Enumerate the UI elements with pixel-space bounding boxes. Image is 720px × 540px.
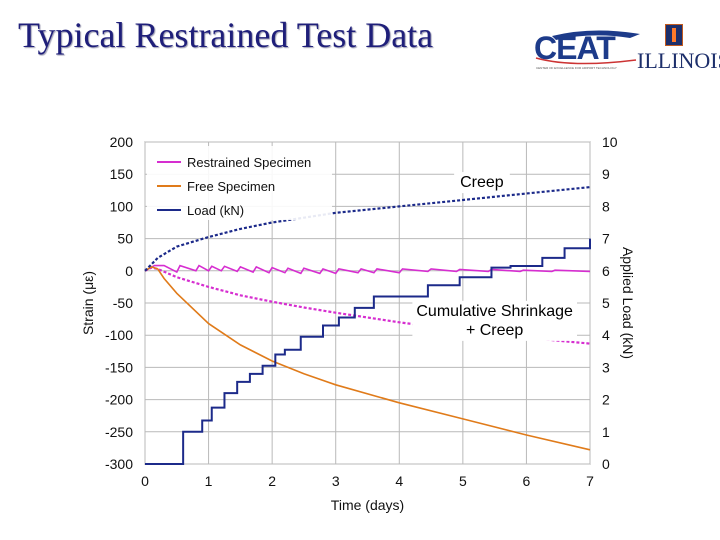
- y-right-tick-label: 10: [602, 134, 618, 150]
- y-right-tick-label: 2: [602, 392, 610, 408]
- series-line-load-kn: [145, 238, 591, 465]
- series-line-restrained-specimen: [144, 264, 591, 275]
- y-right-tick-label: 7: [602, 231, 610, 247]
- series-line-free-specimen: [144, 266, 591, 451]
- annotation-background: [454, 172, 510, 194]
- y-right-tick-label: 1: [602, 424, 610, 440]
- y-left-tick-label: 0: [125, 263, 133, 279]
- x-tick-label: 2: [268, 473, 276, 489]
- y-left-tick-label: -150: [105, 359, 133, 375]
- ceat-logo: CEAT CENTER OF EXCELLENCE FOR AIRPORT TE…: [532, 26, 644, 76]
- y-right-tick-label: 9: [602, 166, 610, 182]
- y-right-tick-label: 8: [602, 198, 610, 214]
- airplane-swoosh-icon: [535, 30, 640, 65]
- x-tick-label: 6: [523, 473, 531, 489]
- annotation-label: Cumulative Shrinkage: [416, 303, 573, 320]
- x-tick-label: 3: [332, 473, 340, 489]
- x-tick-label: 1: [205, 473, 213, 489]
- y-left-tick-label: -100: [105, 327, 133, 343]
- series-line-load-kn-creep: [144, 186, 591, 272]
- y-right-tick-label: 5: [602, 295, 610, 311]
- legend-label: Restrained Specimen: [187, 155, 311, 170]
- annotation-label: + Creep: [466, 322, 523, 339]
- y-left-tick-label: -300: [105, 456, 133, 472]
- y-right-tick-label: 4: [602, 327, 610, 343]
- x-tick-label: 7: [586, 473, 594, 489]
- slide-title: Typical Restrained Test Data: [18, 15, 434, 55]
- x-axis-title: Time (days): [331, 497, 404, 513]
- y-left-tick-label: 50: [117, 231, 133, 247]
- y-left-tick-label: 100: [110, 198, 134, 214]
- y-left-tick-label: 200: [110, 134, 134, 150]
- annotation-label: Creep: [460, 174, 504, 191]
- y-left-axis-title: Strain (με): [80, 271, 96, 335]
- ceat-logo-text: CEAT: [534, 30, 616, 66]
- y-right-tick-label: 6: [602, 263, 610, 279]
- y-left-tick-label: -250: [105, 424, 133, 440]
- legend: Restrained Specimen Free Specimen Load (kN…: [147, 146, 332, 220]
- y-right-axis-title: Applied Load (kN): [620, 247, 636, 359]
- legend-label: Free Specimen: [187, 179, 275, 194]
- y-left-tick-label: -200: [105, 392, 133, 408]
- y-right-tick-label: 3: [602, 359, 610, 375]
- illinois-block-i-icon: [665, 24, 683, 46]
- illinois-logo-text: ILLINOIS: [637, 48, 720, 73]
- x-tick-label: 0: [141, 473, 149, 489]
- annotation-background: [412, 300, 578, 341]
- x-tick-label: 4: [395, 473, 403, 489]
- x-tick-label: 5: [459, 473, 467, 489]
- y-left-tick-label: 150: [110, 166, 134, 182]
- y-left-tick-label: -50: [113, 295, 133, 311]
- illinois-logo: ILLINOIS: [637, 24, 720, 74]
- legend-box: [147, 146, 332, 220]
- y-right-tick-label: 0: [602, 456, 610, 472]
- ceat-logo-subtext: CENTER OF EXCELLENCE FOR AIRPORT TECHNOL…: [536, 66, 617, 70]
- legend-label: Load (kN): [187, 203, 244, 218]
